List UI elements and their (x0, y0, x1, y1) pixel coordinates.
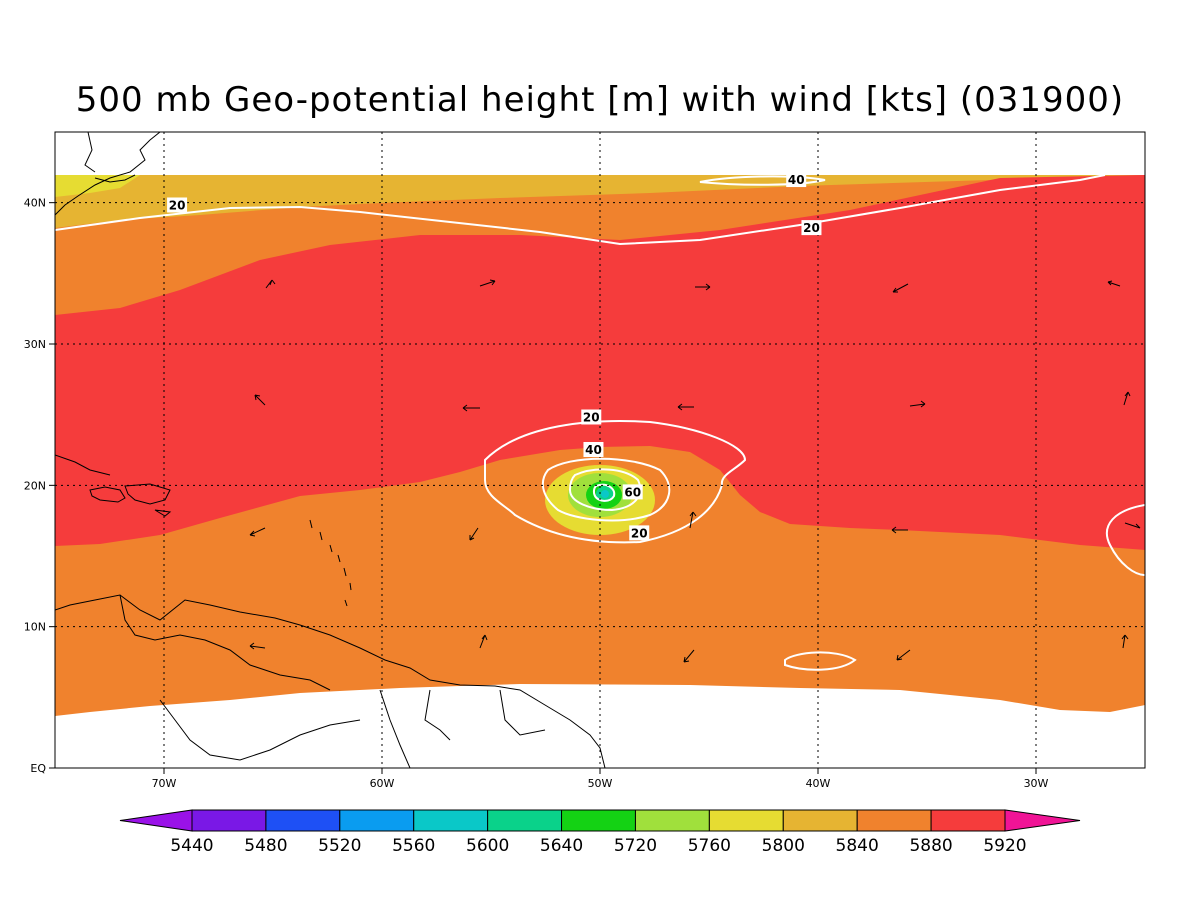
wind-arrow (891, 526, 908, 534)
contour-label-bg (801, 220, 822, 236)
coast-north-america-2 (84, 132, 96, 173)
colorbar-box (708, 809, 784, 832)
colorbar-box (930, 809, 1006, 832)
coastlines (55, 132, 606, 768)
cyclone-ring-5600 (601, 490, 609, 498)
contour-40-north (699, 175, 826, 186)
contour-60-cyclone (568, 468, 642, 512)
colorbar-label: 5520 (318, 836, 361, 856)
wind-arrows (249, 279, 1141, 663)
wind-arrow (892, 283, 909, 293)
colorbar-box (856, 809, 932, 832)
colorbar-label: 5920 (983, 836, 1026, 856)
colorbar-box (339, 809, 415, 832)
contour-label: 40 (788, 173, 805, 187)
contour-label-bg (583, 442, 604, 457)
x-tick-label: 70W (152, 777, 177, 790)
colorbar-label: 5800 (762, 836, 805, 856)
colorbar-box (265, 809, 341, 832)
wind-arrow (689, 511, 697, 529)
colorbar-box (634, 809, 710, 832)
y-tick-label: 20N (24, 479, 46, 492)
x-tick-label: 30W (1024, 777, 1049, 790)
contour-label-bg (622, 484, 643, 500)
wind-arrow (249, 642, 266, 650)
contour-label: 60 (624, 485, 641, 499)
height-band-5840 (55, 175, 1145, 228)
contour-label: 20 (583, 410, 600, 424)
height-band-5920 (55, 175, 1145, 550)
colorbar-box (487, 809, 563, 832)
coast-north-america (55, 132, 161, 216)
colorbar-label: 5720 (614, 836, 657, 856)
colorbar-label: 5440 (170, 836, 213, 856)
contour-label-bg (167, 197, 188, 213)
contour-inner-cyclone (592, 483, 616, 502)
contour-20-north (55, 174, 1106, 246)
border-guyana (379, 689, 411, 768)
colorbar-label: 5560 (392, 836, 435, 856)
contour-south (784, 651, 857, 671)
border-suriname (424, 689, 451, 741)
wind-arrow (1124, 522, 1141, 529)
wind-arrow (1123, 391, 1131, 406)
contour-label-bg (786, 172, 807, 188)
coast-brazil-inland (159, 699, 361, 761)
wind-arrow (1107, 280, 1121, 287)
map-title: 500 mb Geo-potential height [m] with win… (75, 80, 1125, 120)
coast-venezuela-inland (119, 594, 331, 691)
wind-arrow (479, 279, 496, 287)
colorbar-box (561, 809, 636, 832)
colorbar-label: 5600 (466, 836, 509, 856)
colorbar-label: 5480 (244, 836, 287, 856)
contour-label-bg (581, 409, 602, 425)
colorbar-label: 5640 (540, 836, 583, 856)
contour-40-cyclone (541, 457, 671, 522)
border-french-guiana (499, 689, 546, 736)
colorbar-label: 5840 (836, 836, 879, 856)
coast-northeast-us (94, 174, 136, 183)
y-tick-label: EQ (30, 762, 46, 775)
wind-arrow (909, 400, 926, 408)
wind-arrow (695, 283, 711, 291)
coast-south-america (55, 594, 606, 768)
coast-greater-antilles (55, 454, 172, 517)
wind-arrow (254, 394, 266, 406)
contour-20-east (1105, 504, 1145, 576)
coast-lesser-antilles (309, 519, 352, 607)
wind-arrow (462, 404, 480, 412)
colorbar-box (782, 809, 858, 832)
colorbar-label: 5880 (909, 836, 952, 856)
colorbar-label: 5760 (688, 836, 731, 856)
colorbar: 5440 5480 5520 5560 5600 5640 5720 5760 5800 5840… (119, 809, 1081, 856)
wind-arrow (683, 649, 695, 663)
contour-label: 20 (803, 221, 820, 235)
wind-arrow (479, 634, 488, 649)
contour-label: 20 (169, 198, 186, 212)
contour-label: 20 (631, 526, 648, 540)
y-tick-label: 10N (24, 621, 46, 634)
wind-arrow (249, 527, 266, 537)
contour-labels: 20 20 40 20 40 60 20 (167, 172, 822, 541)
y-tick-label: 30N (24, 338, 46, 351)
y-tick-label: 40N (24, 197, 46, 210)
colorbar-max-arrow (1004, 809, 1081, 832)
wind-arrow (896, 649, 911, 661)
wind-arrow (265, 279, 276, 289)
wind-arrow (677, 403, 694, 411)
colorbar-box (191, 809, 267, 832)
x-tick-label: 60W (370, 777, 395, 790)
wind-arrow (1121, 634, 1129, 649)
colorbar-min-arrow (119, 809, 193, 832)
wind-arrow (469, 527, 479, 541)
x-tick-label: 50W (588, 777, 613, 790)
contour-label: 40 (585, 443, 602, 457)
contour-label-bg (629, 525, 650, 541)
colorbar-box (413, 809, 489, 832)
x-tick-label: 40W (806, 777, 831, 790)
axis-ticks: 70W 60W 50W 40W 30W EQ 10N 20N 30N 40N (24, 197, 1049, 790)
